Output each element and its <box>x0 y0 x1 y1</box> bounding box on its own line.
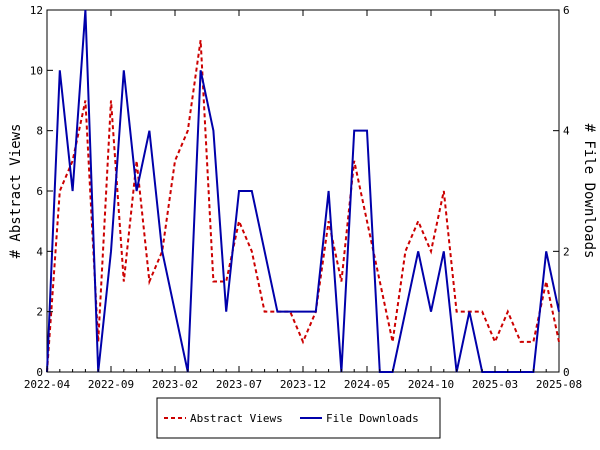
point-abstract-views-2024-10 <box>430 251 432 253</box>
y-tick-label-0: 0 <box>36 366 43 379</box>
x-tick-label-2025-03: 2025-03 <box>472 378 518 391</box>
point-file-downloads-2025-08 <box>558 311 560 313</box>
point-abstract-views-2023-07 <box>238 220 240 222</box>
y-axis-ticks: 0 2 4 6 8 10 12 <box>30 4 53 379</box>
point-abstract-views-2025-03 <box>494 341 496 343</box>
point-file-downloads-2023-07 <box>238 190 240 192</box>
y2-axis-ticks: 0 2 4 6 <box>553 4 570 379</box>
point-file-downloads-2024-04 <box>353 130 355 132</box>
point-file-downloads-2022-05 <box>59 70 61 72</box>
point-abstract-views-2024-07 <box>392 341 394 343</box>
plot-frame <box>46 9 560 373</box>
point-file-downloads-2022-07 <box>85 9 87 11</box>
point-file-downloads-2022-10 <box>123 70 125 72</box>
point-file-downloads-2024-05 <box>366 130 368 132</box>
point-file-downloads-2024-09 <box>417 251 419 253</box>
x-tick-label-2024-05: 2024-05 <box>344 378 390 391</box>
point-file-downloads-2023-06 <box>225 311 227 313</box>
y-tick-label-4: 4 <box>36 245 43 258</box>
point-abstract-views-2022-09 <box>110 100 112 102</box>
point-file-downloads-2023-09 <box>264 251 266 253</box>
point-abstract-views-2024-05 <box>366 220 368 222</box>
point-file-downloads-2022-09 <box>110 251 112 253</box>
point-abstract-views-2025-06 <box>533 341 535 343</box>
point-abstract-views-2024-02 <box>328 220 330 222</box>
point-abstract-views-2023-09 <box>264 311 266 313</box>
legend: Abstract Views File Downloads <box>156 397 441 439</box>
point-abstract-views-2024-03 <box>341 281 343 283</box>
point-abstract-views-2025-04 <box>507 311 509 313</box>
point-abstract-views-2025-08 <box>558 341 560 343</box>
point-file-downloads-2024-01 <box>315 311 317 313</box>
series-layer <box>46 9 560 373</box>
x-tick-label-2023-12: 2023-12 <box>280 378 326 391</box>
x-tick-label-2022-04: 2022-04 <box>24 378 71 391</box>
point-file-downloads-2024-08 <box>405 311 407 313</box>
point-abstract-views-2023-03 <box>187 130 189 132</box>
point-file-downloads-2024-10 <box>430 311 432 313</box>
point-file-downloads-2024-11 <box>443 251 445 253</box>
point-file-downloads-2023-01 <box>161 251 163 253</box>
y-axis-title: # Abstract Views <box>8 124 24 259</box>
point-file-downloads-2023-05 <box>213 130 215 132</box>
point-file-downloads-2025-01 <box>469 311 471 313</box>
y2-axis-title: # File Downloads <box>581 124 597 259</box>
point-abstract-views-2023-06 <box>225 281 227 283</box>
x-tick-label-2025-08: 2025-08 <box>536 378 582 391</box>
point-abstract-views-2024-12 <box>456 311 458 313</box>
point-abstract-views-2022-11 <box>136 160 138 162</box>
point-abstract-views-2023-02 <box>174 160 176 162</box>
point-abstract-views-2023-08 <box>251 251 253 253</box>
y-tick-label-8: 8 <box>36 125 43 138</box>
y2-tick-label-2: 2 <box>563 245 570 258</box>
point-file-downloads-2023-10 <box>277 311 279 313</box>
point-file-downloads-2023-12 <box>302 311 304 313</box>
point-file-downloads-2024-02 <box>328 190 330 192</box>
point-file-downloads-2023-08 <box>251 190 253 192</box>
point-file-downloads-2023-02 <box>174 311 176 313</box>
series-line-abstract-views <box>46 40 560 373</box>
point-abstract-views-2022-10 <box>123 281 125 283</box>
y2-tick-label-0: 0 <box>563 366 570 379</box>
x-axis-ticks: 2022-04 2022-09 2023-02 2023-07 2023-12 2024-… <box>24 10 582 391</box>
y2-tick-label-6: 6 <box>563 4 570 17</box>
point-file-downloads-2023-04 <box>200 70 202 72</box>
point-abstract-views-2025-05 <box>520 341 522 343</box>
y2-tick-label-4: 4 <box>563 125 570 138</box>
x-tick-label-2023-02: 2023-02 <box>152 378 198 391</box>
point-abstract-views-2024-08 <box>405 251 407 253</box>
x-tick-label-2022-09: 2022-09 <box>88 378 134 391</box>
point-file-downloads-2022-11 <box>136 190 138 192</box>
point-file-downloads-2023-11 <box>289 311 291 313</box>
point-abstract-views-2023-12 <box>302 341 304 343</box>
y-tick-label-10: 10 <box>30 64 43 77</box>
point-abstract-views-2025-07 <box>545 281 547 283</box>
point-file-downloads-2022-06 <box>72 190 74 192</box>
point-abstract-views-2022-06 <box>72 160 74 162</box>
point-abstract-views-2022-05 <box>59 190 61 192</box>
x-tick-label-2023-07: 2023-07 <box>216 378 262 391</box>
point-abstract-views-2024-06 <box>379 281 381 283</box>
point-abstract-views-2024-09 <box>417 220 419 222</box>
x-tick-label-2024-10: 2024-10 <box>408 378 454 391</box>
point-file-downloads-2022-12 <box>149 130 151 132</box>
legend-label-file-downloads: File Downloads <box>326 412 419 425</box>
series-line-file-downloads <box>46 9 560 373</box>
y-tick-label-2: 2 <box>36 306 43 319</box>
point-file-downloads-2025-07 <box>545 251 547 253</box>
y-tick-label-12: 12 <box>30 4 43 17</box>
legend-label-abstract-views: Abstract Views <box>190 412 283 425</box>
point-abstract-views-2024-04 <box>353 160 355 162</box>
y-tick-label-6: 6 <box>36 185 43 198</box>
point-abstract-views-2023-05 <box>213 281 215 283</box>
point-abstract-views-2025-02 <box>481 311 483 313</box>
point-abstract-views-2022-12 <box>149 281 151 283</box>
point-abstract-views-2023-04 <box>200 39 202 41</box>
point-abstract-views-2024-11 <box>443 190 445 192</box>
point-abstract-views-2022-07 <box>85 100 87 102</box>
plot-area: 2022-04 2022-09 2023-02 2023-07 2023-12 2024-… <box>24 4 582 391</box>
legend-box <box>156 397 441 439</box>
